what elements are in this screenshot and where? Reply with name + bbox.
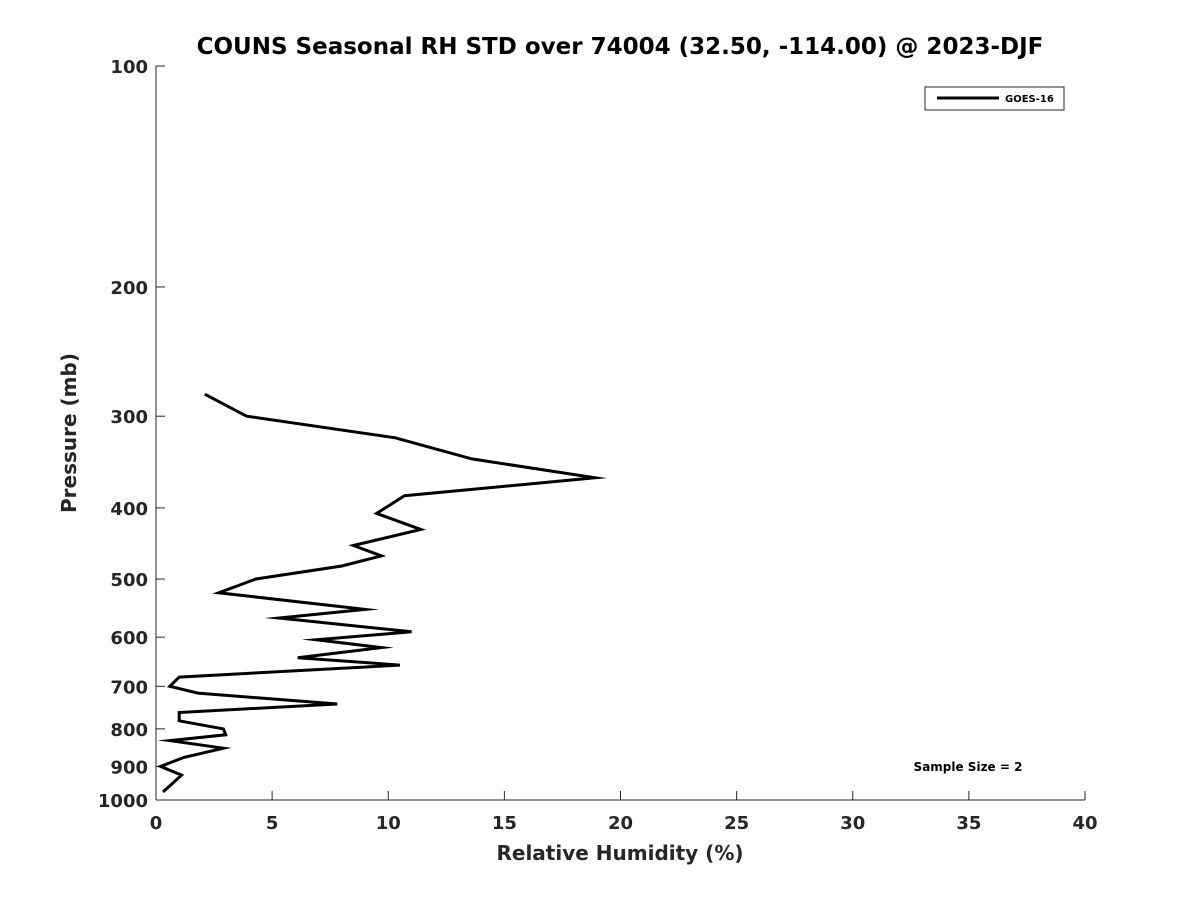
series-line-goes-16 (156, 392, 608, 794)
y-tick-label: 400 (110, 499, 148, 520)
chart-title: COUNS Seasonal RH STD over 74004 (32.50,… (197, 34, 1044, 60)
y-tick-label: 200 (110, 278, 148, 299)
x-tick-label: 0 (150, 813, 163, 834)
plot-area: 100 200 300 400 500 600 700 800 900 1000 0 5 10 15 20… (98, 57, 1098, 834)
x-axis-label: Relative Humidity (%) (496, 841, 743, 865)
y-tick-label: 600 (110, 628, 148, 649)
x-tick-label: 35 (956, 813, 981, 834)
y-tick-label: 1000 (98, 791, 148, 812)
x-tick-label: 20 (608, 813, 633, 834)
x-axis-ticks: 0 5 10 15 20 25 30 35 40 (150, 791, 1098, 834)
x-tick-label: 40 (1072, 813, 1097, 834)
legend-label: GOES-16 (1005, 94, 1054, 105)
legend: GOES-16 (924, 86, 1065, 111)
sample-size-annotation: Sample Size = 2 (914, 760, 1023, 774)
y-axis-ticks: 100 200 300 400 500 600 700 800 900 1000 (98, 57, 165, 812)
y-tick-label: 900 (110, 757, 148, 778)
y-axis-label: Pressure (mb) (57, 353, 81, 513)
x-tick-label: 10 (376, 813, 401, 834)
y-tick-label: 700 (110, 677, 148, 698)
y-tick-label: 300 (110, 407, 148, 428)
y-tick-label: 500 (110, 570, 148, 591)
y-tick-label: 800 (110, 720, 148, 741)
x-tick-label: 15 (492, 813, 517, 834)
x-tick-label: 30 (840, 813, 865, 834)
x-tick-label: 25 (724, 813, 749, 834)
x-tick-label: 5 (266, 813, 279, 834)
y-tick-label: 100 (110, 57, 148, 78)
series-group (156, 392, 608, 794)
